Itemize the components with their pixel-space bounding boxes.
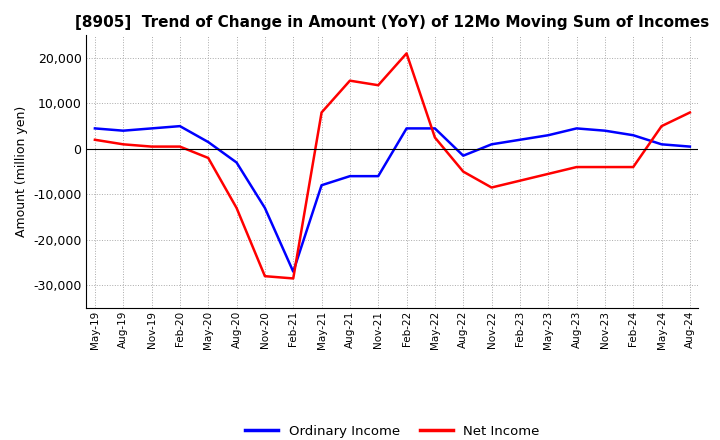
Net Income [204, 155, 212, 161]
Net Income [346, 78, 354, 83]
Ordinary Income [516, 137, 524, 143]
Net Income [516, 178, 524, 183]
Ordinary Income [487, 142, 496, 147]
Ordinary Income [629, 132, 637, 138]
Net Income [544, 171, 552, 176]
Net Income [289, 276, 297, 281]
Net Income [374, 83, 382, 88]
Net Income [572, 165, 581, 170]
Net Income [261, 274, 269, 279]
Y-axis label: Amount (million yen): Amount (million yen) [14, 106, 27, 237]
Ordinary Income [657, 142, 666, 147]
Ordinary Income [600, 128, 609, 133]
Net Income [487, 185, 496, 190]
Line: Net Income: Net Income [95, 53, 690, 279]
Net Income [657, 124, 666, 129]
Ordinary Income [374, 173, 382, 179]
Ordinary Income [572, 126, 581, 131]
Ordinary Income [544, 132, 552, 138]
Ordinary Income [459, 153, 467, 158]
Net Income [629, 165, 637, 170]
Ordinary Income [402, 126, 411, 131]
Net Income [318, 110, 326, 115]
Net Income [685, 110, 694, 115]
Line: Ordinary Income: Ordinary Income [95, 126, 690, 271]
Net Income [402, 51, 411, 56]
Ordinary Income [685, 144, 694, 149]
Ordinary Income [346, 173, 354, 179]
Ordinary Income [204, 139, 212, 145]
Ordinary Income [91, 126, 99, 131]
Net Income [119, 142, 127, 147]
Net Income [176, 144, 184, 149]
Ordinary Income [289, 269, 297, 274]
Legend: Ordinary Income, Net Income: Ordinary Income, Net Income [240, 420, 545, 440]
Net Income [600, 165, 609, 170]
Title: [8905]  Trend of Change in Amount (YoY) of 12Mo Moving Sum of Incomes: [8905] Trend of Change in Amount (YoY) o… [76, 15, 709, 30]
Net Income [459, 169, 467, 174]
Ordinary Income [233, 160, 241, 165]
Net Income [91, 137, 99, 143]
Net Income [233, 205, 241, 211]
Ordinary Income [431, 126, 439, 131]
Ordinary Income [176, 124, 184, 129]
Ordinary Income [119, 128, 127, 133]
Net Income [148, 144, 156, 149]
Ordinary Income [261, 205, 269, 211]
Ordinary Income [318, 183, 326, 188]
Ordinary Income [148, 126, 156, 131]
Net Income [431, 135, 439, 140]
